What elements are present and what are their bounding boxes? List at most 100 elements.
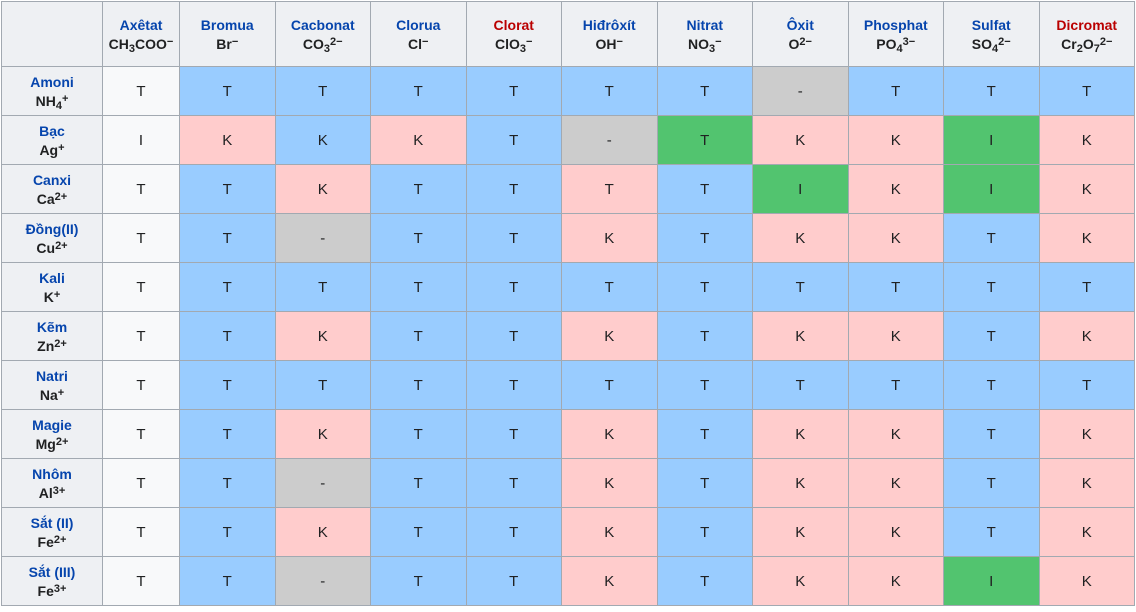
anion-link-dicromat[interactable]: Dicromat — [1056, 16, 1118, 33]
cation-link-dong-ii[interactable]: Đồng(II) — [25, 220, 79, 237]
solubility-cell: T — [656, 458, 753, 508]
anion-link-clorat[interactable]: Clorat — [493, 16, 534, 33]
anion-formula-clorat: ClO3− — [495, 35, 533, 55]
solubility-cell: K — [561, 507, 658, 557]
table-row-natri: Natri Na+ T T T T T T T T T T T — [1, 360, 1135, 410]
corner-cell — [1, 1, 103, 67]
solubility-cell: T — [465, 556, 562, 606]
anion-formula-nitrat: NO3− — [687, 35, 722, 55]
row-header-natri: Natri Na+ — [1, 360, 103, 410]
table-row-kem: Kẽm Zn2+ T T K T T K T K K T K — [1, 311, 1135, 361]
anion-formula-cacbonat: CO32− — [302, 35, 343, 55]
solubility-cell: K — [274, 409, 371, 459]
anion-link-clorua[interactable]: Clorua — [396, 16, 441, 33]
cation-link-kem[interactable]: Kẽm — [36, 318, 68, 335]
solubility-cell: K — [752, 213, 849, 263]
column-header-oxit: Ôxit O2− — [752, 1, 849, 67]
row-header-canxi: Canxi Ca2+ — [1, 164, 103, 214]
solubility-cell: T — [179, 262, 276, 312]
solubility-cell: T — [1038, 360, 1135, 410]
cation-formula-bac: Ag+ — [39, 141, 65, 158]
anion-link-phosphat[interactable]: Phosphat — [863, 16, 928, 33]
row-header-kali: Kali K+ — [1, 262, 103, 312]
anion-link-oxit[interactable]: Ôxit — [786, 16, 814, 33]
anion-formula-oxit: O2− — [788, 35, 812, 52]
solubility-cell: T — [370, 311, 467, 361]
table-row-sat-ii: Sắt (II) Fe2+ T T K T T K T K K T K — [1, 507, 1135, 557]
solubility-cell: T — [1038, 66, 1135, 116]
cation-link-sat-ii[interactable]: Sắt (II) — [30, 514, 74, 531]
solubility-cell: T — [465, 507, 562, 557]
cation-formula-sat-iii: Fe3+ — [37, 582, 67, 599]
row-header-bac: Bạc Ag+ — [1, 115, 103, 165]
solubility-cell: K — [561, 556, 658, 606]
cation-formula-kem: Zn2+ — [37, 337, 67, 354]
column-header-sulfat: Sulfat SO42− — [943, 1, 1040, 67]
solubility-cell: I — [943, 115, 1040, 165]
solubility-cell: T — [943, 311, 1040, 361]
solubility-cell: K — [561, 213, 658, 263]
solubility-cell: T — [752, 262, 849, 312]
solubility-cell: K — [274, 115, 371, 165]
solubility-cell: T — [656, 213, 753, 263]
cation-link-amoni[interactable]: Amoni — [30, 73, 74, 90]
anion-link-axetat[interactable]: Axêtat — [119, 16, 163, 33]
column-header-clorat: Clorat ClO3− — [465, 1, 562, 67]
solubility-cell: T — [465, 311, 562, 361]
solubility-cell: K — [179, 115, 276, 165]
solubility-cell: T — [656, 507, 753, 557]
anion-link-cacbonat[interactable]: Cacbonat — [290, 16, 355, 33]
cation-link-sat-iii[interactable]: Sắt (III) — [28, 563, 76, 580]
table-row-dong-ii: Đồng(II) Cu2+ T T - T T K T K K T K — [1, 213, 1135, 263]
cation-formula-canxi: Ca2+ — [36, 190, 68, 207]
solubility-cell: T — [943, 213, 1040, 263]
solubility-cell: T — [179, 507, 276, 557]
row-header-kem: Kẽm Zn2+ — [1, 311, 103, 361]
cation-link-nhom[interactable]: Nhôm — [32, 465, 72, 482]
solubility-cell: K — [370, 115, 467, 165]
solubility-cell: T — [847, 262, 944, 312]
solubility-cell: K — [1038, 164, 1135, 214]
anion-link-nitrat[interactable]: Nitrat — [686, 16, 724, 33]
solubility-cell: K — [274, 507, 371, 557]
cation-link-bac[interactable]: Bạc — [39, 122, 65, 139]
solubility-cell: T — [656, 164, 753, 214]
solubility-cell: T — [656, 66, 753, 116]
solubility-cell: K — [1038, 507, 1135, 557]
cation-link-natri[interactable]: Natri — [36, 367, 68, 384]
cation-formula-magie: Mg2+ — [35, 435, 69, 452]
anion-link-bromua[interactable]: Bromua — [200, 16, 254, 33]
table-head: Axêtat CH3COO− Bromua Br− Cacbonat CO32− Cloru… — [1, 1, 1135, 67]
cation-formula-dong-ii: Cu2+ — [36, 239, 68, 256]
cation-formula-nhom: Al3+ — [38, 484, 66, 501]
solubility-cell: K — [1038, 311, 1135, 361]
solubility-cell: T — [370, 360, 467, 410]
solubility-cell: T — [102, 66, 180, 116]
solubility-cell: K — [561, 311, 658, 361]
solubility-cell: T — [561, 262, 658, 312]
solubility-cell: K — [561, 409, 658, 459]
solubility-cell: K — [847, 213, 944, 263]
column-header-clorua: Clorua Cl− — [370, 1, 467, 67]
solubility-cell: T — [370, 458, 467, 508]
row-header-sat-ii: Sắt (II) Fe2+ — [1, 507, 103, 557]
table-row-kali: Kali K+ T T T T T T T T T T T — [1, 262, 1135, 312]
cation-link-kali[interactable]: Kali — [39, 269, 65, 286]
solubility-cell: K — [847, 115, 944, 165]
solubility-cell: T — [274, 262, 371, 312]
solubility-cell: K — [752, 409, 849, 459]
anion-link-sulfat[interactable]: Sulfat — [971, 16, 1011, 33]
solubility-cell: T — [274, 360, 371, 410]
solubility-cell: - — [274, 556, 371, 606]
cation-link-magie[interactable]: Magie — [32, 416, 72, 433]
cation-formula-sat-ii: Fe2+ — [37, 533, 67, 550]
solubility-cell: T — [943, 262, 1040, 312]
solubility-cell: T — [465, 409, 562, 459]
cation-link-canxi[interactable]: Canxi — [32, 171, 72, 188]
solubility-cell: K — [561, 458, 658, 508]
solubility-cell: T — [847, 360, 944, 410]
anion-link-hidroxit[interactable]: Hiđrôxít — [582, 16, 636, 33]
solubility-cell: T — [102, 311, 180, 361]
solubility-cell: T — [943, 409, 1040, 459]
solubility-cell: T — [102, 164, 180, 214]
